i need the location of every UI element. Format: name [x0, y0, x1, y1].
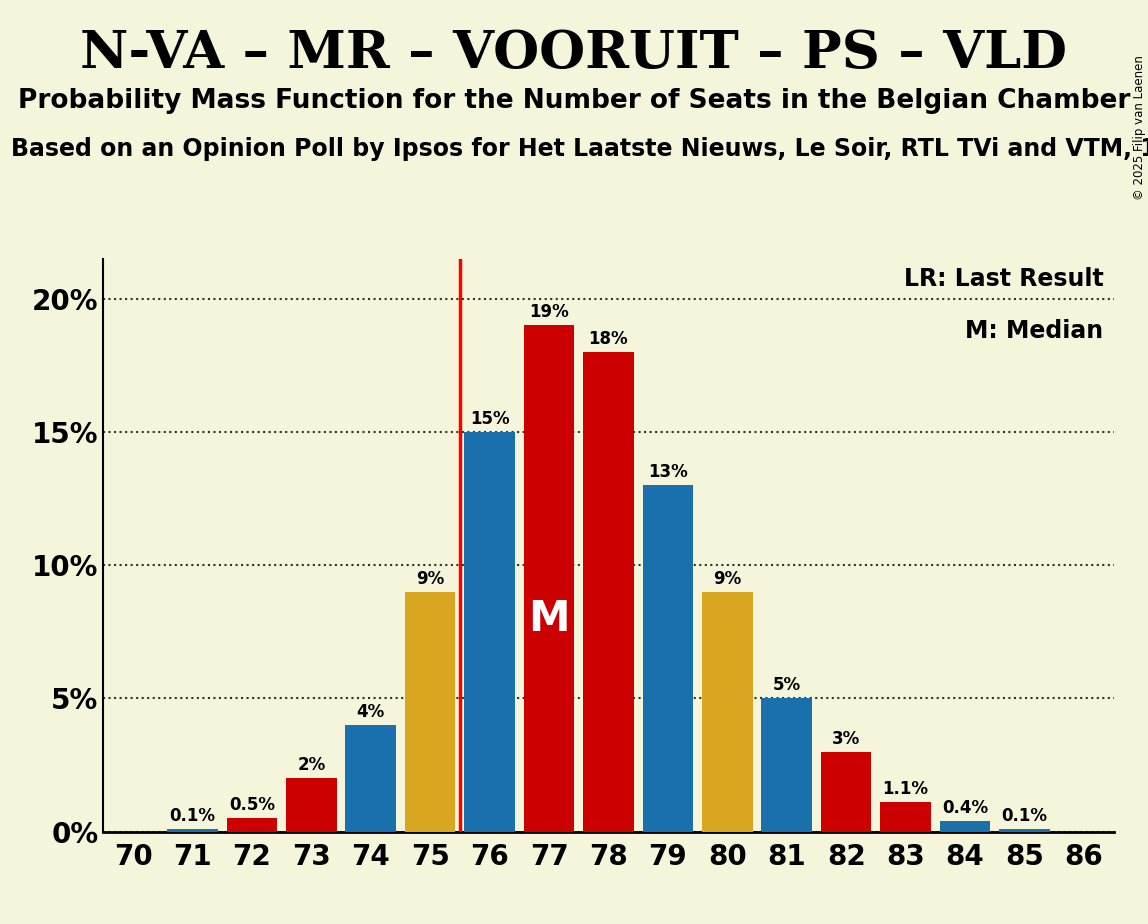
Text: LR: Last Result: LR: Last Result: [903, 267, 1103, 291]
Text: 0.4%: 0.4%: [941, 799, 988, 817]
Text: 4%: 4%: [357, 703, 385, 721]
Text: 13%: 13%: [647, 463, 688, 481]
Text: M: Median: M: Median: [965, 319, 1103, 343]
Text: 15%: 15%: [470, 410, 510, 428]
Bar: [999, 829, 1049, 832]
Bar: [583, 352, 634, 832]
Text: Based on an Opinion Poll by Ipsos for Het Laatste Nieuws, Le Soir, RTL TVi and V: Based on an Opinion Poll by Ipsos for He…: [11, 137, 1148, 161]
Bar: [643, 485, 693, 832]
Bar: [523, 325, 574, 832]
Bar: [881, 802, 931, 832]
Text: LR: LR: [704, 714, 751, 748]
Text: 9%: 9%: [416, 570, 444, 588]
Text: N-VA – MR – VOORUIT – PS – VLD: N-VA – MR – VOORUIT – PS – VLD: [80, 28, 1068, 79]
Text: 1.1%: 1.1%: [883, 780, 929, 798]
Text: 19%: 19%: [529, 303, 569, 322]
Text: Probability Mass Function for the Number of Seats in the Belgian Chamber: Probability Mass Function for the Number…: [18, 88, 1130, 114]
Bar: [405, 591, 456, 832]
Bar: [761, 699, 812, 832]
Text: 0.5%: 0.5%: [228, 796, 274, 814]
Text: 5%: 5%: [773, 676, 801, 694]
Bar: [226, 819, 277, 832]
Bar: [464, 432, 514, 832]
Text: 3%: 3%: [832, 730, 860, 748]
Bar: [286, 778, 336, 832]
Text: 18%: 18%: [589, 330, 628, 348]
Bar: [821, 751, 871, 832]
Text: 9%: 9%: [713, 570, 742, 588]
Bar: [168, 829, 218, 832]
Bar: [940, 821, 991, 832]
Bar: [703, 591, 753, 832]
Text: © 2025 Filip van Laenen: © 2025 Filip van Laenen: [1133, 55, 1147, 201]
Text: 0.1%: 0.1%: [170, 807, 216, 825]
Text: 2%: 2%: [297, 757, 325, 774]
Text: M: M: [528, 598, 569, 640]
Bar: [346, 725, 396, 832]
Text: 0.1%: 0.1%: [1001, 807, 1047, 825]
